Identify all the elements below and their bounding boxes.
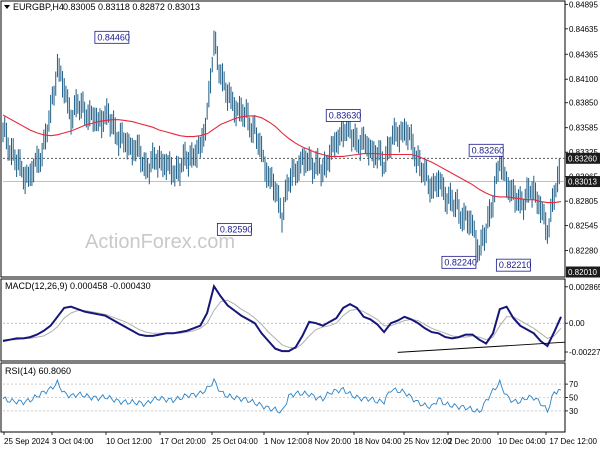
- price-tag-0: [566, 152, 600, 164]
- watermark: ActionForex.com: [85, 231, 235, 253]
- ohlc-readout: 0.83005 0.83118 0.82872 0.83013: [63, 2, 200, 12]
- price-tick-label: 0.82280: [569, 247, 598, 256]
- time-tick-label: 8 Nov 20:00: [308, 437, 352, 446]
- callout-box-3: [468, 143, 504, 157]
- price-tick-label: 0.83850: [569, 99, 598, 108]
- time-tick-label: 17 Oct 20:00: [160, 437, 206, 446]
- macd-label: MACD(12,26,9) 0.000458 -0.000430: [5, 281, 151, 291]
- callout-box-2: [325, 109, 361, 122]
- price-axis: 0.84895 0.84635 0.84365 0.84100 0.83850 0.835…: [565, 0, 600, 278]
- price-callouts: 0.84460 0.82590 0.83630 0.83260 0.82240 0.822…: [94, 30, 532, 272]
- reference-lines: [3, 157, 565, 182]
- price-tag-2: [566, 266, 600, 278]
- rsi-tick-label: 70: [569, 380, 578, 389]
- time-tick-label: 2 Dec 20:00: [448, 437, 492, 446]
- price-tag-label-1: 0.83013: [568, 178, 597, 187]
- callout-label-5: 0.82210: [499, 260, 532, 270]
- price-tick-label: 0.84365: [569, 50, 598, 59]
- callout-label-0: 0.84460: [97, 32, 130, 42]
- rsi-line: [2, 377, 562, 414]
- time-tick-label: 10 Oct 12:00: [106, 437, 152, 446]
- macd-trendline: [397, 341, 566, 353]
- price-tick-label: 0.82545: [569, 222, 598, 231]
- symbol-label: EURGBP,H4: [13, 2, 64, 12]
- price-tick-label: 0.83325: [569, 148, 598, 157]
- time-tick-label: 18 Nov 04:00: [354, 437, 402, 446]
- macd-axis: 0.002865 0.00 -0.002271: [565, 283, 600, 357]
- rsi-tick-label: 30: [569, 407, 578, 416]
- price-tag-label-2: 0.82010: [568, 268, 597, 277]
- time-axis: 25 Sep 2024 3 Oct 04:00 10 Oct 12:00 17 Oct…: [3, 432, 598, 446]
- macd-signal-line: [3, 299, 562, 350]
- callout-box-5: [495, 258, 531, 272]
- time-tick-label: 10 Dec 04:00: [498, 437, 546, 446]
- moving-average-line: [2, 114, 562, 204]
- rsi-tick-label: 50: [569, 394, 578, 403]
- time-tick-label: 3 Oct 04:00: [52, 437, 94, 446]
- chevron-down-icon: [4, 5, 10, 9]
- rsi-label: RSI(14) 60.8060: [5, 366, 71, 376]
- rsi-axis: 70 50 30: [565, 380, 578, 416]
- price-tick-label: 0.84100: [569, 75, 598, 84]
- time-tick-label: 17 Dec 12:00: [549, 437, 597, 446]
- price-tick-label: 0.82805: [569, 197, 598, 206]
- macd-tick-label: 0.002865: [569, 283, 600, 292]
- macd-tick-label: 0.00: [569, 319, 585, 328]
- price-tag-1: [566, 176, 600, 188]
- time-tick-label: 25 Oct 04:00: [212, 437, 258, 446]
- macd-tick-label: -0.002271: [569, 348, 600, 357]
- price-tick-label: 0.84635: [569, 25, 598, 34]
- price-tick-label: 0.83585: [569, 124, 598, 133]
- price-tick-label: 0.84895: [569, 0, 598, 9]
- price-tag-label-0: 0.83260: [568, 154, 597, 163]
- callout-box-1: [216, 222, 252, 236]
- callout-label-3: 0.83260: [472, 145, 505, 155]
- callout-label-4: 0.82240: [444, 257, 477, 267]
- time-tick-label: 25 Sep 2024: [4, 437, 50, 446]
- time-tick-label: 1 Nov 12:00: [264, 437, 308, 446]
- callout-box-4: [441, 255, 477, 269]
- time-tick-label: 25 Nov 12:00: [404, 437, 452, 446]
- macd-main-line: [2, 283, 562, 353]
- callout-label-2: 0.83630: [329, 110, 362, 120]
- callout-box-0: [94, 30, 130, 44]
- callout-label-1: 0.82590: [220, 224, 253, 234]
- macd-panel-frame: [0, 278, 566, 362]
- price-bars: [2, 30, 560, 263]
